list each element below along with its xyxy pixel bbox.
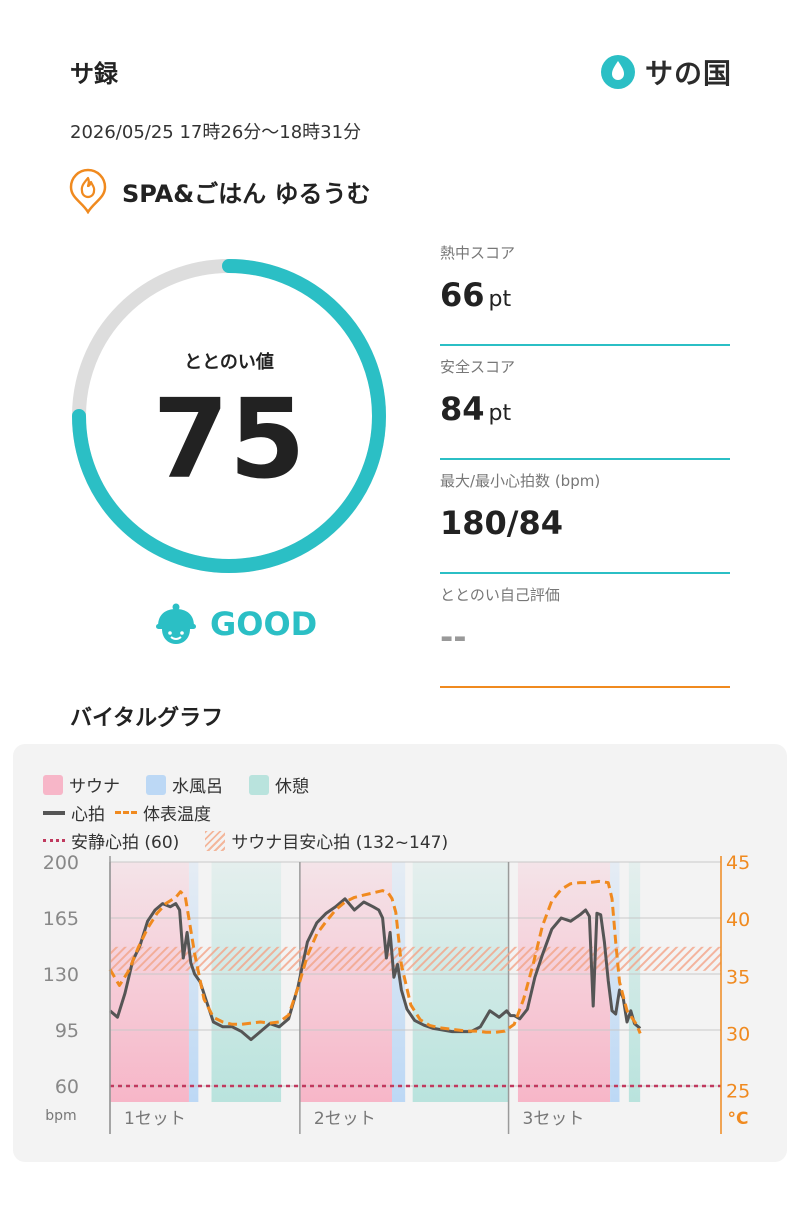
- y-left-tick: 130: [43, 964, 79, 986]
- facility-name: SPA&ごはん ゆるうむ: [122, 179, 371, 208]
- target-hr-band: [110, 946, 721, 971]
- fire-pin-icon: [69, 168, 107, 214]
- metric-safety-score: 安全スコア 84 pt: [440, 346, 730, 460]
- legend-resting-hr: 安静心拍 (60): [43, 828, 179, 853]
- gauge-label: ととのい値: [184, 352, 274, 373]
- metric-value[interactable]: --: [440, 618, 467, 656]
- phase-sauna: [517, 862, 611, 1102]
- set-label: 1セット: [124, 1109, 186, 1129]
- set-label: 2セット: [314, 1109, 376, 1129]
- vital-graph-card: サウナ 水風呂 休憩 心拍 体表温度 安静心拍 (60) サウナ目安心拍 (13…: [13, 744, 787, 1162]
- y-left-tick: 60: [55, 1076, 79, 1098]
- phase-rest: [412, 862, 509, 1102]
- set-label: 3セット: [523, 1109, 585, 1129]
- y-right-tick: 35: [726, 966, 750, 988]
- legend-rest: 休憩: [249, 772, 309, 797]
- y-left-tick: 95: [55, 1020, 79, 1042]
- y-right-tick: 40: [726, 909, 750, 931]
- metric-label: ととのい自己評価: [440, 586, 560, 604]
- y-right-unit: °C: [728, 1109, 749, 1129]
- y-right-tick: 30: [726, 1023, 750, 1045]
- legend-row-targets: 安静心拍 (60) サウナ目安心拍 (132~147): [43, 828, 474, 853]
- brand-name: サの国: [644, 57, 732, 90]
- y-left-tick: 165: [43, 908, 79, 930]
- vital-chart: 1セット 2セット 3セット 200 165 130 95 60 45 40 35 30 25 bpm °C: [43, 852, 750, 1134]
- app-title: サ録: [70, 60, 118, 88]
- y-right-tick: 45: [726, 852, 750, 874]
- phase-sauna: [110, 862, 189, 1102]
- metrics-panel: 熱中スコア 66 pt 安全スコア 84 pt 最大/最小心拍数 (bpm) 180…: [440, 232, 730, 688]
- metric-label: 安全スコア: [440, 358, 516, 376]
- legend-row-phases: サウナ 水風呂 休憩: [43, 772, 335, 797]
- metric-value: 84 pt: [440, 390, 512, 428]
- metric-heat-score: 熱中スコア 66 pt: [440, 232, 730, 346]
- phase-rest: [628, 862, 641, 1102]
- phase-water-bath: [610, 862, 620, 1102]
- phase-rest: [211, 862, 282, 1102]
- rating-badge: GOOD: [154, 602, 317, 646]
- skin-temp-line: [108, 879, 642, 1034]
- legend-skin-temp: 体表温度: [115, 800, 211, 825]
- session-datetime: 2026/05/25 17時26分～18時31分: [70, 122, 362, 143]
- brand-logo: サの国: [599, 52, 732, 92]
- totonoi-gauge: ととのい値 75: [64, 246, 394, 586]
- legend-row-lines: 心拍 体表温度: [43, 800, 237, 825]
- y-right-tick: 25: [726, 1081, 750, 1103]
- metric-heart-rate: 最大/最小心拍数 (bpm) 180/84: [440, 460, 730, 574]
- metric-label: 最大/最小心拍数 (bpm): [440, 472, 601, 490]
- phase-water-bath: [188, 862, 199, 1102]
- metric-value: 180/84: [440, 504, 564, 542]
- legend-target-hr: サウナ目安心拍 (132~147): [205, 828, 448, 853]
- legend-water-bath: 水風呂: [146, 772, 223, 797]
- gauge-ring: [72, 259, 386, 573]
- legend-heart-rate: 心拍: [43, 800, 105, 825]
- heart-rate-line: [109, 897, 642, 1042]
- sauna-hat-face-icon: [156, 603, 196, 644]
- metric-value: 66 pt: [440, 276, 512, 314]
- gauge-value: 75: [152, 375, 306, 503]
- y-left-unit: bpm: [45, 1108, 76, 1124]
- metric-self-evaluation[interactable]: ととのい自己評価 --: [440, 574, 730, 688]
- facility[interactable]: SPA&ごはん ゆるうむ: [68, 168, 371, 214]
- phase-water-bath: [392, 862, 406, 1102]
- legend-sauna: サウナ: [43, 772, 120, 797]
- metric-label: 熱中スコア: [440, 244, 516, 262]
- rating-text: GOOD: [210, 605, 318, 643]
- y-left-tick: 200: [43, 852, 79, 874]
- water-drop-icon: [600, 55, 635, 89]
- vital-graph-title: バイタルグラフ: [70, 706, 224, 731]
